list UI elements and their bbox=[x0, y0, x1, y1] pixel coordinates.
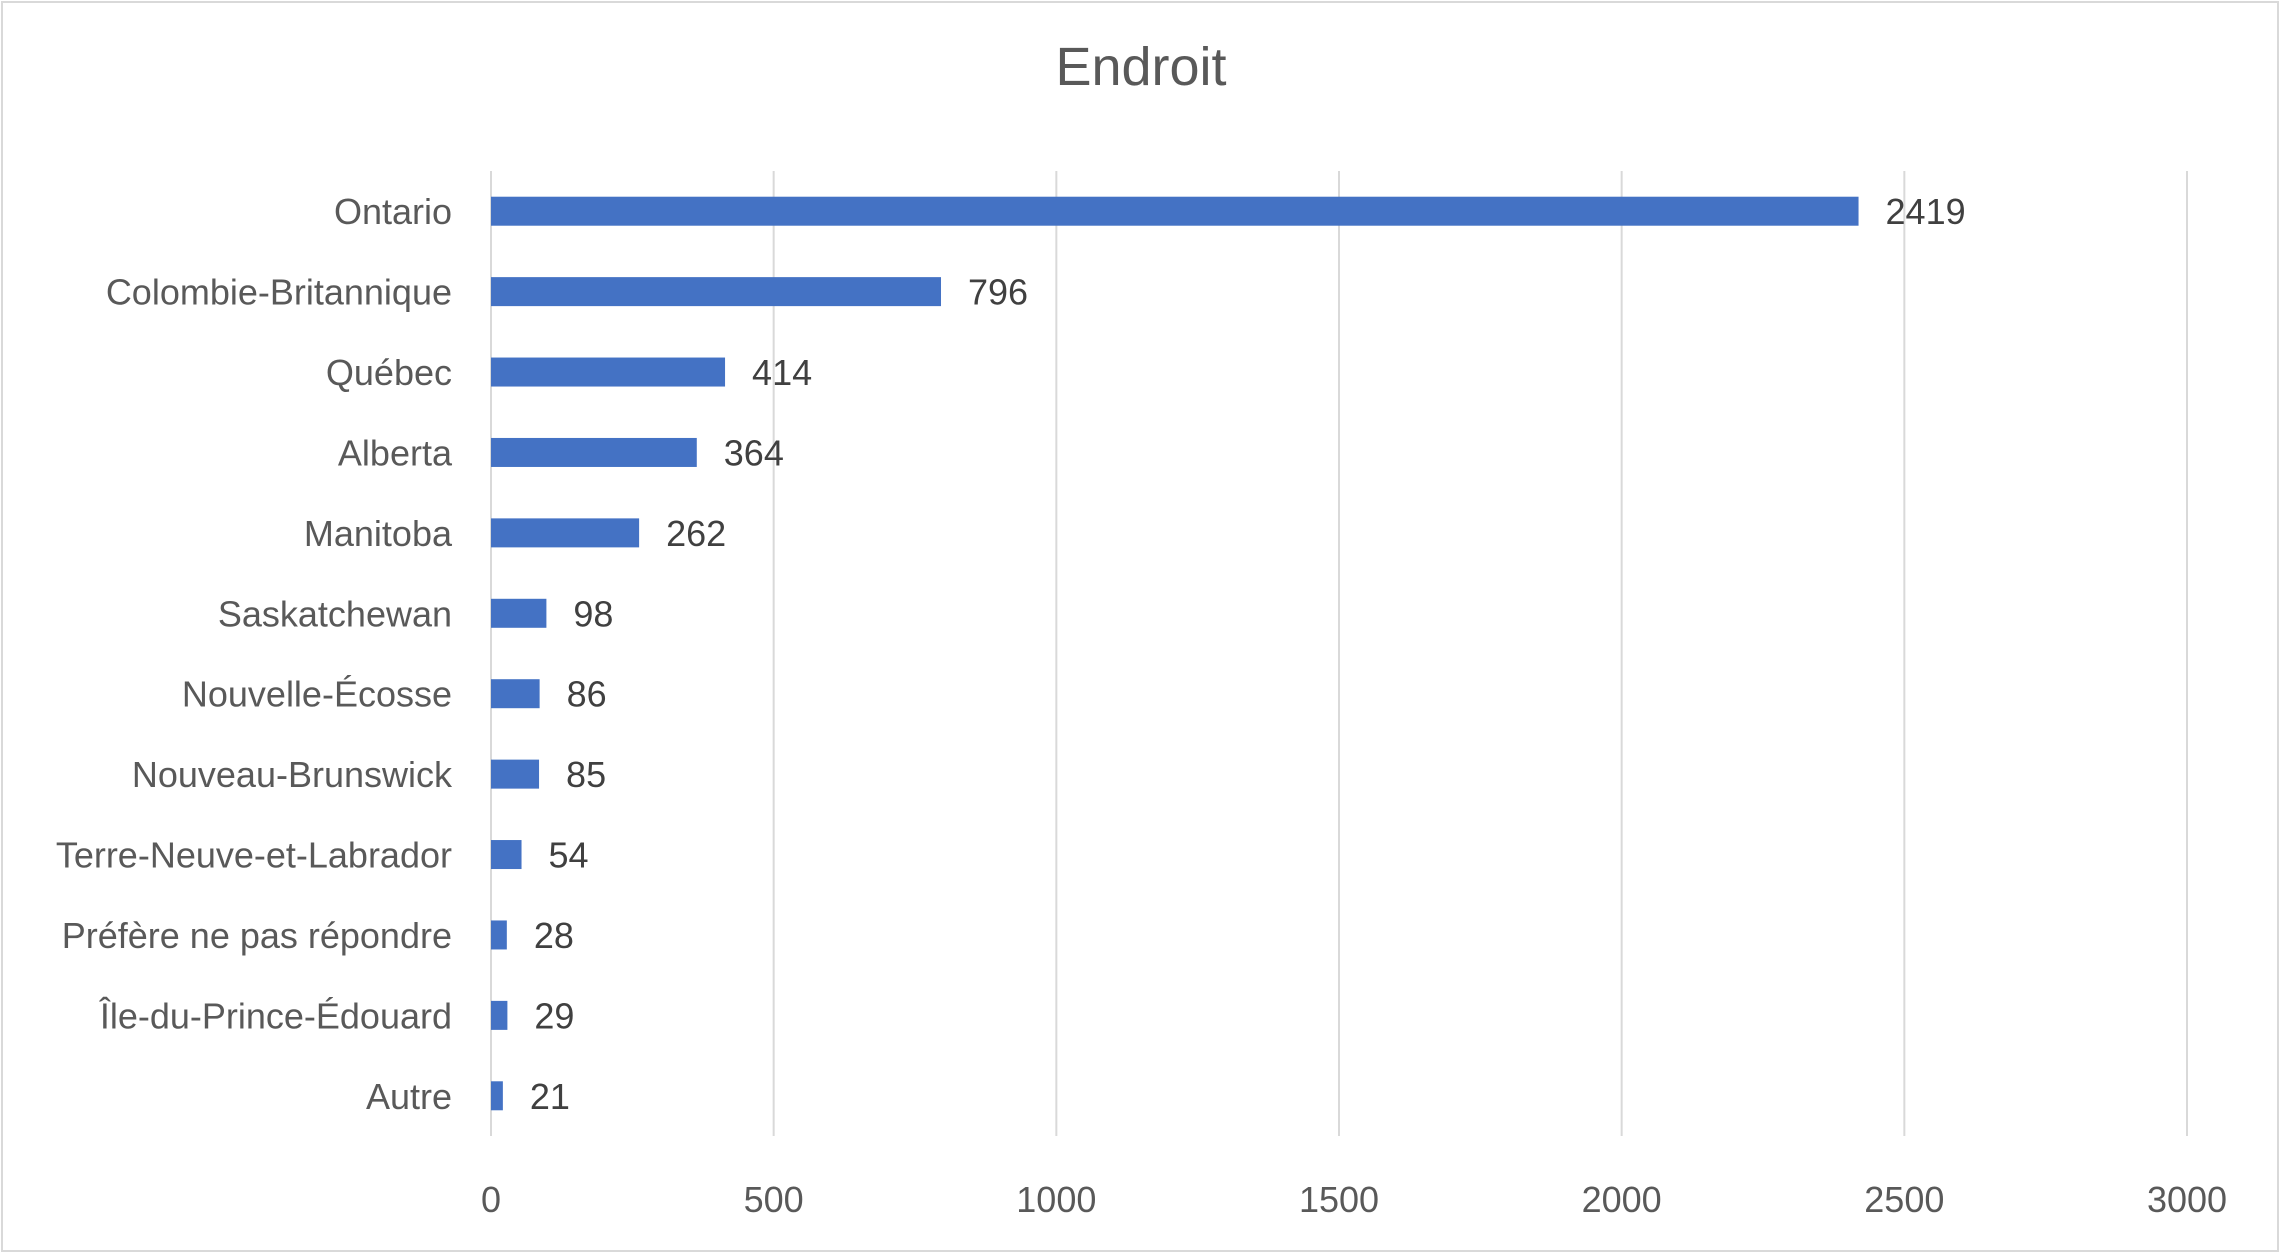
category-label: Colombie-Britannique bbox=[106, 272, 452, 313]
category-label: Saskatchewan bbox=[218, 593, 452, 634]
x-tick-label: 1000 bbox=[1016, 1179, 1096, 1220]
x-tick-label: 1500 bbox=[1299, 1179, 1379, 1220]
category-label: Terre-Neuve-et-Labrador bbox=[56, 835, 452, 876]
data-label: 29 bbox=[534, 995, 574, 1036]
bar bbox=[491, 598, 547, 628]
bar bbox=[491, 679, 540, 709]
bar bbox=[491, 277, 942, 307]
data-label: 54 bbox=[549, 835, 589, 876]
data-labels: 2419 796 414 364 262 98 86 85 54 28 29 21 bbox=[530, 191, 1966, 1117]
data-label: 28 bbox=[534, 915, 574, 956]
category-label: Québec bbox=[326, 352, 452, 393]
category-label: Ontario bbox=[334, 191, 452, 232]
bar bbox=[491, 518, 640, 548]
gridlines bbox=[490, 171, 2188, 1136]
x-tick-label: 3000 bbox=[2147, 1179, 2227, 1220]
bar bbox=[491, 437, 697, 467]
category-label: Nouvelle-Écosse bbox=[182, 674, 452, 715]
x-tick-label: 0 bbox=[481, 1179, 501, 1220]
category-label: Nouveau-Brunswick bbox=[132, 754, 453, 795]
data-label: 85 bbox=[566, 754, 606, 795]
bar bbox=[491, 920, 507, 950]
bar bbox=[491, 1000, 508, 1030]
data-label: 414 bbox=[752, 352, 812, 393]
x-tick-label: 2500 bbox=[1864, 1179, 1944, 1220]
data-label: 86 bbox=[567, 674, 607, 715]
x-tick-label: 500 bbox=[744, 1179, 804, 1220]
data-label: 98 bbox=[573, 593, 613, 634]
category-label: Alberta bbox=[338, 432, 453, 473]
bar bbox=[491, 1081, 503, 1111]
data-label: 262 bbox=[666, 513, 726, 554]
x-tick-label: 2000 bbox=[1582, 1179, 1662, 1220]
bar bbox=[491, 840, 522, 870]
data-label: 364 bbox=[724, 432, 784, 473]
category-label: Île-du-Prince-Édouard bbox=[99, 995, 452, 1036]
category-label: Préfère ne pas répondre bbox=[62, 915, 452, 956]
bar bbox=[491, 196, 1859, 226]
category-label: Autre bbox=[366, 1076, 452, 1117]
x-tick-labels: 0 500 1000 1500 2000 2500 3000 bbox=[481, 1179, 2227, 1220]
chart-title: Endroit bbox=[1055, 37, 1227, 97]
data-label: 21 bbox=[530, 1076, 570, 1117]
bars bbox=[491, 196, 1859, 1111]
bar bbox=[491, 357, 726, 387]
bar bbox=[491, 759, 540, 789]
data-label: 796 bbox=[968, 272, 1028, 313]
category-label: Manitoba bbox=[304, 513, 453, 554]
data-label: 2419 bbox=[1886, 191, 1966, 232]
category-labels: Ontario Colombie-Britannique Québec Alberta… bbox=[56, 191, 453, 1117]
